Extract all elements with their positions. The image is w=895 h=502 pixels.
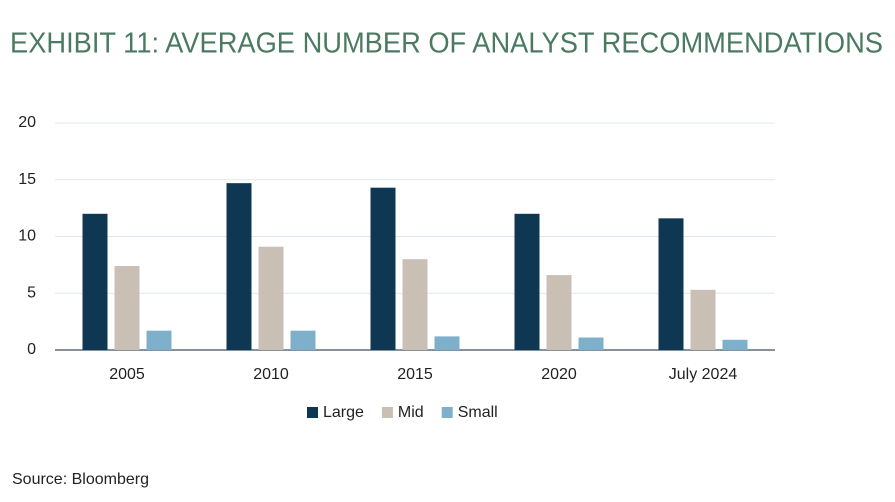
- bar: [658, 218, 684, 350]
- x-tick-label: 2005: [109, 366, 145, 383]
- legend-label: Small: [458, 404, 498, 421]
- y-tick-label: 5: [27, 284, 36, 301]
- x-tick-label: 2020: [541, 366, 577, 383]
- y-tick-label: 20: [18, 114, 36, 131]
- bar: [146, 330, 172, 350]
- bar: [434, 336, 460, 350]
- bar: [402, 259, 428, 350]
- bar: [82, 213, 108, 350]
- x-tick-label: July 2024: [669, 366, 738, 383]
- legend-swatch: [307, 407, 318, 418]
- bar: [578, 337, 604, 350]
- legend-label: Large: [323, 404, 364, 421]
- bar: [546, 275, 572, 350]
- bar: [370, 187, 396, 350]
- legend-swatch: [381, 407, 393, 418]
- legend-swatch: [441, 407, 453, 418]
- chart-title: EXHIBIT 11: AVERAGE NUMBER OF ANALYST RE…: [10, 28, 883, 60]
- bar: [514, 213, 540, 350]
- y-tick-label: 10: [18, 228, 36, 245]
- bar: [722, 339, 748, 350]
- y-tick-label: 0: [27, 341, 36, 358]
- x-tick-label: 2015: [397, 366, 433, 383]
- bar: [114, 266, 140, 350]
- x-tick-label: 2010: [253, 366, 289, 383]
- bar: [690, 289, 716, 350]
- y-tick-label: 15: [18, 171, 36, 188]
- bar: [226, 183, 252, 350]
- bar: [290, 330, 316, 350]
- bar: [258, 246, 284, 350]
- legend-label: Mid: [398, 404, 424, 421]
- source-note: Source: Bloomberg: [12, 471, 149, 488]
